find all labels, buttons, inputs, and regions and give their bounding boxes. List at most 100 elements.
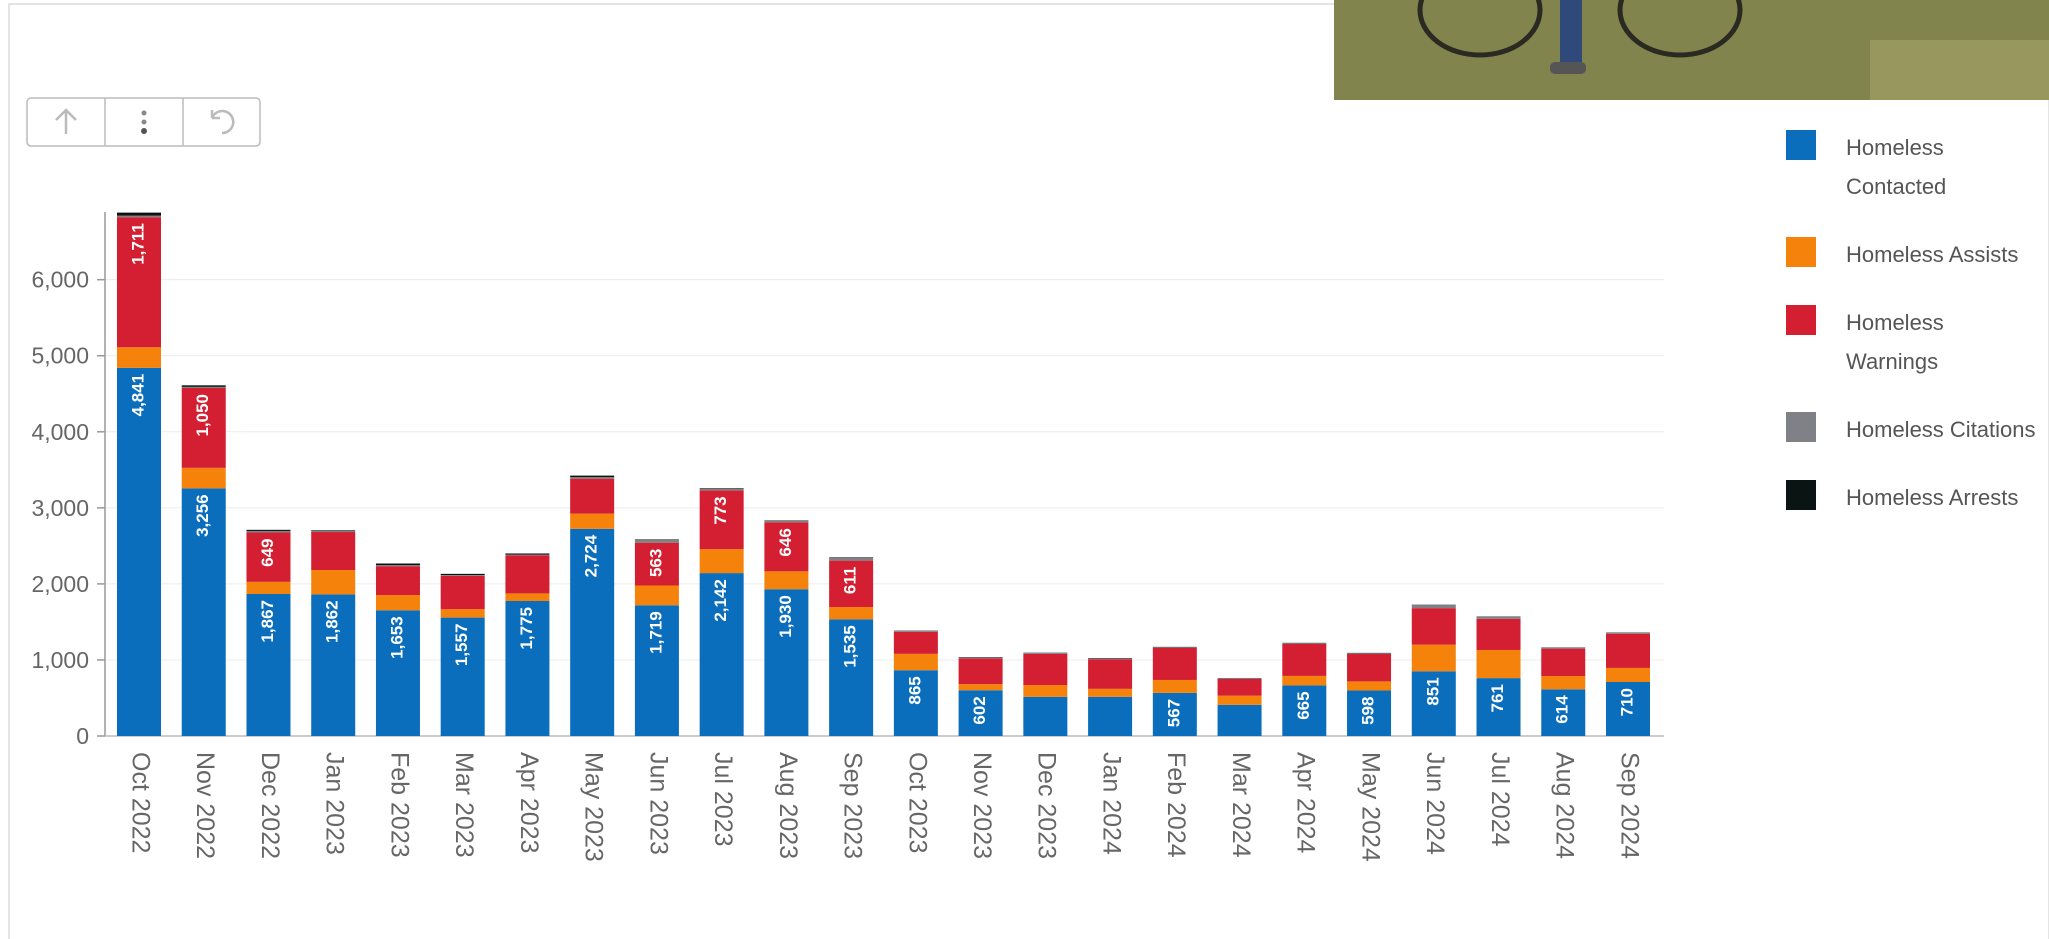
data-label: 614 <box>1553 695 1572 724</box>
bar-segment <box>1476 618 1521 650</box>
legend-swatch <box>1786 412 1816 442</box>
bar-segment <box>634 585 679 606</box>
data-label: 710 <box>1617 688 1636 716</box>
bar-segment <box>893 653 938 671</box>
bar-segment <box>570 528 615 736</box>
data-label: 1,557 <box>452 624 471 667</box>
data-label: 567 <box>1164 699 1183 727</box>
bar-segment <box>1476 616 1521 619</box>
bar-segment <box>570 475 615 478</box>
data-label: 1,719 <box>646 611 665 654</box>
x-tick-label: Aug 2023 <box>774 752 802 859</box>
bar-segment <box>246 529 291 531</box>
legend-item[interactable]: Homeless Arrests <box>1786 478 2049 517</box>
x-tick-label: Dec 2022 <box>256 752 284 859</box>
bar-segment <box>311 532 356 571</box>
x-tick-label: Jan 2023 <box>321 752 349 855</box>
data-label: 2,724 <box>582 534 601 577</box>
bar-segment <box>375 595 420 611</box>
x-tick-label: Jul 2023 <box>709 752 737 847</box>
bar-segment <box>1411 605 1456 609</box>
hierarchy-button[interactable] <box>106 99 182 145</box>
x-tick-label: Oct 2023 <box>903 752 931 853</box>
bar-segment <box>311 594 356 736</box>
bar-segment <box>1606 633 1650 668</box>
data-label: 611 <box>841 567 860 594</box>
bar-segment <box>117 217 161 348</box>
data-label: 3,256 <box>193 494 212 537</box>
bar-segment <box>440 573 485 575</box>
bar-segment <box>1282 643 1327 644</box>
bar-segment <box>505 554 550 556</box>
bar-segment <box>958 657 1003 659</box>
bar-segment <box>699 490 744 550</box>
y-tick-label: 0 <box>76 723 89 749</box>
bar-segment <box>1476 649 1521 679</box>
data-label: 851 <box>1423 677 1442 705</box>
reset-button[interactable] <box>184 99 259 145</box>
bar-segment <box>570 477 615 479</box>
data-label: 761 <box>1488 684 1507 712</box>
bar-segment <box>440 575 485 610</box>
x-tick-label: Jul 2024 <box>1486 752 1514 847</box>
bar-segment <box>1347 654 1392 682</box>
legend-item[interactable]: Homeless Citations <box>1786 410 2049 449</box>
data-label: 1,862 <box>323 600 342 643</box>
bar-segment <box>1347 681 1392 691</box>
bar-segment <box>440 574 485 576</box>
x-tick-label: Oct 2022 <box>126 752 154 853</box>
bar-segment <box>570 478 615 514</box>
x-tick-label: May 2024 <box>1356 752 1384 862</box>
x-tick-label: Jun 2023 <box>644 752 672 855</box>
bar-segment <box>764 520 809 523</box>
x-tick-label: Nov 2023 <box>968 752 996 859</box>
bar-segment <box>1606 667 1650 683</box>
bar-segment <box>893 670 938 736</box>
bar-segment <box>1541 689 1586 736</box>
bar-segment <box>893 631 938 632</box>
bar-segment <box>181 387 226 468</box>
bar-segment <box>958 658 1003 685</box>
bar-segment <box>117 212 161 216</box>
legend-label: Homeless Arrests <box>1846 485 2019 510</box>
bar-segment <box>634 542 679 586</box>
legend-item[interactable]: Homeless Contacted <box>1786 128 2049 206</box>
bar-segment <box>246 530 291 533</box>
bar-segment <box>699 488 744 491</box>
bar-segment <box>246 581 291 595</box>
data-label: 773 <box>711 496 730 524</box>
x-tick-label: Sep 2024 <box>1615 752 1643 859</box>
x-tick-label: Jun 2024 <box>1421 752 1449 855</box>
x-tick-label: Dec 2023 <box>1033 752 1061 859</box>
y-tick-label: 5,000 <box>31 343 89 369</box>
bar-segment <box>958 690 1003 736</box>
bar-segment <box>699 549 744 574</box>
legend-swatch <box>1786 130 1816 160</box>
photo <box>1334 0 2049 100</box>
bar-segment <box>117 347 161 368</box>
bar-segment <box>829 560 874 608</box>
x-tick-label: Apr 2024 <box>1292 752 1320 854</box>
bar-segment <box>1023 685 1068 697</box>
drill-up-button[interactable] <box>28 99 104 145</box>
data-label: 598 <box>1359 697 1378 725</box>
legend-swatch <box>1786 237 1816 267</box>
bar-segment <box>699 573 744 736</box>
data-label: 1,535 <box>841 625 860 668</box>
x-tick-label: Nov 2022 <box>191 752 219 859</box>
bar-segment <box>505 601 550 736</box>
bar-segment <box>1023 696 1068 736</box>
data-label: 865 <box>905 676 924 704</box>
bar-segment <box>181 488 226 736</box>
bar-segment <box>1023 653 1068 654</box>
bar-segment <box>1152 679 1197 693</box>
legend-item[interactable]: Homeless Assists <box>1786 235 2049 274</box>
legend-item[interactable]: Homeless Warnings <box>1786 303 2049 381</box>
bar-segment <box>1541 647 1586 649</box>
data-label: 649 <box>258 538 277 566</box>
bar-segment <box>1217 704 1262 736</box>
bar-segment <box>1152 648 1197 680</box>
bar-segment <box>764 589 809 736</box>
